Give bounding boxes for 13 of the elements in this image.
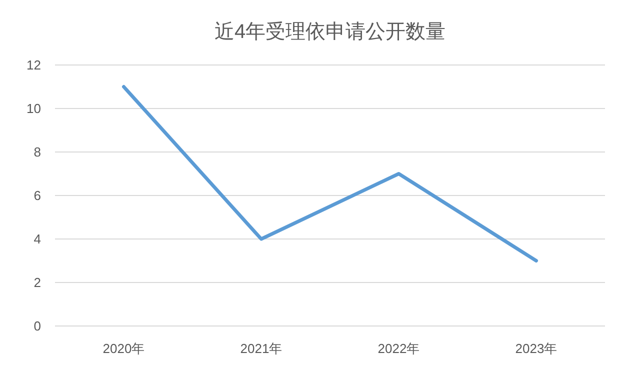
y-tick-label: 8 [34,144,41,160]
chart-title: 近4年受理依申请公开数量 [214,21,446,43]
y-tick-label: 6 [34,188,41,203]
y-tick-label: 10 [26,101,41,116]
x-tick-label: 2023年 [515,341,558,356]
y-tick-label: 4 [34,232,41,246]
x-tick-label: 2020年 [102,341,145,356]
x-tick-label: 2022年 [378,341,420,356]
line-series [122,85,538,262]
y-tick-label: 2 [34,275,41,290]
x-tick-label: 2021年 [240,341,282,356]
y-tick-label: 12 [26,58,41,72]
y-tick-label: 0 [34,318,41,334]
